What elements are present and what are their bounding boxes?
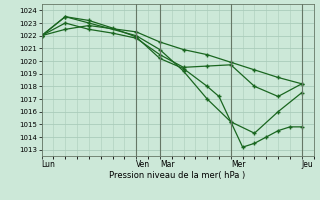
X-axis label: Pression niveau de la mer( hPa ): Pression niveau de la mer( hPa )	[109, 171, 246, 180]
